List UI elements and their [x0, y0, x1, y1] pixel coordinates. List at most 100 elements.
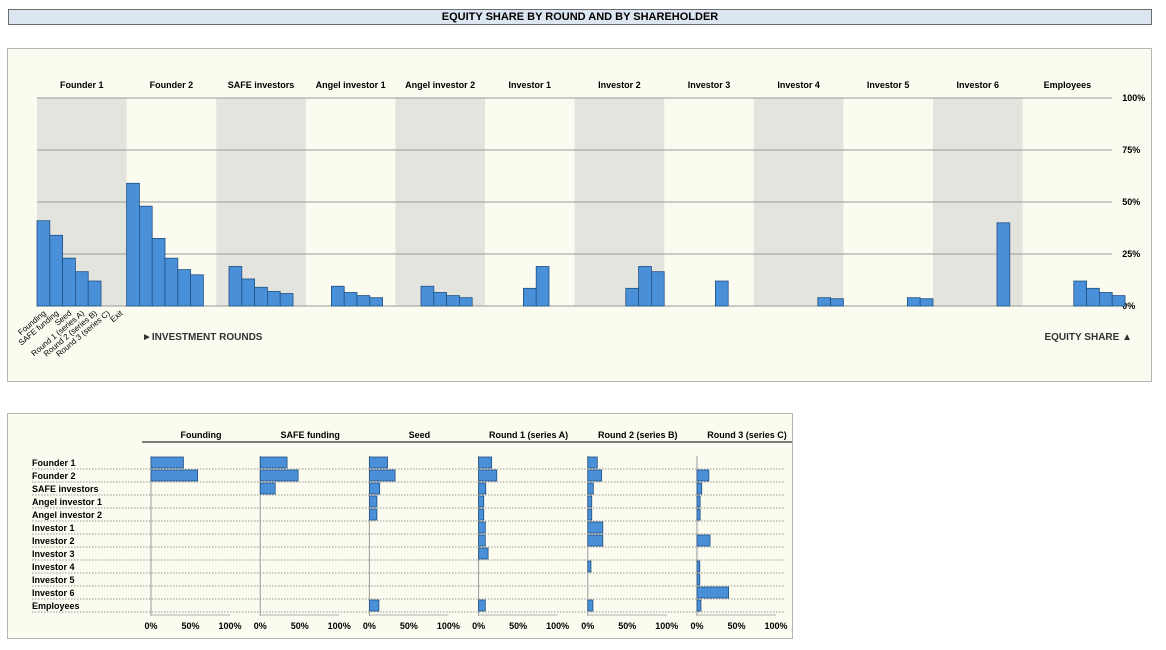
bar — [1099, 292, 1113, 307]
row-label: Investor 1 — [32, 523, 75, 533]
bar — [150, 469, 199, 482]
bar — [259, 456, 288, 469]
bar — [126, 182, 140, 307]
bar — [478, 547, 489, 560]
round-header: SAFE funding — [280, 430, 340, 440]
row-label: Employees — [32, 601, 80, 611]
bar — [266, 291, 281, 307]
bar — [138, 205, 153, 307]
bar — [696, 573, 701, 586]
x-tick-label: 0% — [254, 621, 267, 631]
bar — [1111, 295, 1126, 307]
bar — [177, 269, 192, 307]
bar — [523, 287, 537, 307]
x-tick-label: 100% — [764, 621, 787, 631]
equity-by-shareholder-chart: Founder 1 Founder 2 SAFE investors Angel in… — [16, 80, 1145, 359]
y-axis-label: EQUITY SHARE ▲ — [1044, 332, 1132, 343]
round-header: Round 3 (series C) — [707, 430, 787, 440]
row-label: Angel investor 1 — [32, 497, 102, 507]
y-tick-label: 0% — [1122, 301, 1135, 311]
y-tick-label: 75% — [1122, 145, 1140, 155]
bar — [587, 521, 604, 534]
bar — [368, 599, 380, 612]
bar — [259, 469, 299, 482]
bar — [1073, 280, 1088, 307]
x-axis-label: ►INVESTMENT ROUNDS — [142, 332, 263, 343]
bar — [279, 293, 294, 307]
bar — [535, 266, 550, 307]
bar — [75, 271, 89, 307]
bar — [587, 508, 593, 521]
bar — [478, 534, 486, 547]
bar — [625, 287, 639, 307]
bar — [696, 469, 710, 482]
bar — [164, 257, 179, 307]
row-label: Investor 5 — [32, 575, 75, 585]
bar — [715, 280, 729, 307]
bar — [587, 456, 598, 469]
group-label: SAFE investors — [228, 80, 295, 90]
bar — [368, 456, 388, 469]
bar — [36, 220, 51, 307]
row-label: Founder 2 — [32, 471, 76, 481]
group-label: Employees — [1044, 80, 1092, 90]
x-tick-label: 100% — [437, 621, 460, 631]
page-title: EQUITY SHARE BY ROUND AND BY SHAREHOLDER — [8, 9, 1152, 25]
round-header: Seed — [409, 430, 431, 440]
equity-by-shareholder-panel: Founder 1 Founder 2 SAFE investors Angel in… — [7, 48, 1152, 382]
bar — [478, 521, 486, 534]
bar — [228, 266, 243, 307]
bar — [907, 297, 921, 307]
bar — [368, 469, 396, 482]
bar — [190, 274, 204, 307]
x-tick-label: 100% — [546, 621, 569, 631]
bar — [87, 280, 102, 307]
bar — [241, 278, 256, 307]
x-tick-label: 50% — [181, 621, 199, 631]
x-tick-label: 50% — [291, 621, 309, 631]
bar — [478, 599, 486, 612]
bar — [49, 234, 63, 307]
equity-by-round-chart: Founder 1 Founder 2 SAFE investors Angel in… — [32, 430, 798, 631]
x-tick-label: 50% — [618, 621, 636, 631]
group-label: Investor 4 — [777, 80, 820, 90]
bar — [817, 297, 831, 307]
bar — [651, 271, 665, 307]
bar — [420, 285, 435, 307]
bar — [446, 295, 460, 307]
bar — [587, 469, 603, 482]
x-tick-label: 0% — [581, 621, 594, 631]
bar — [638, 266, 652, 307]
bar — [259, 482, 276, 495]
bar — [458, 297, 473, 307]
group-label: Investor 5 — [867, 80, 910, 90]
row-label: Investor 2 — [32, 536, 75, 546]
bar — [996, 222, 1011, 307]
bar — [151, 237, 166, 307]
bar — [368, 495, 378, 508]
x-tick-label: 50% — [509, 621, 527, 631]
bar — [696, 560, 701, 573]
bar — [478, 508, 485, 521]
round-header: Round 2 (series B) — [598, 430, 678, 440]
x-tick-label: 100% — [328, 621, 351, 631]
row-label: Founder 1 — [32, 458, 76, 468]
bar — [587, 482, 594, 495]
bar — [696, 482, 703, 495]
x-tick-label: 50% — [400, 621, 418, 631]
bar — [587, 534, 604, 547]
x-tick-label: 0% — [690, 621, 703, 631]
y-tick-label: 50% — [1122, 197, 1140, 207]
row-label: Investor 6 — [32, 588, 75, 598]
bar — [330, 285, 345, 307]
bar — [254, 286, 268, 307]
bar — [356, 295, 371, 307]
group-label: Investor 3 — [688, 80, 731, 90]
bar — [62, 257, 76, 307]
bar — [587, 495, 593, 508]
group-label: Investor 2 — [598, 80, 641, 90]
round-header: Founding — [181, 430, 222, 440]
bar — [433, 292, 447, 307]
bar — [696, 586, 730, 599]
bar — [150, 456, 184, 469]
